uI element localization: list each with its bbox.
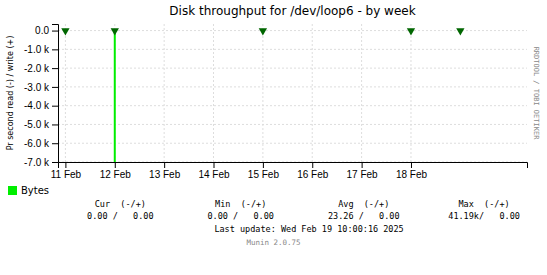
tick: -3.0 k: [24, 82, 58, 93]
tick: -6.0 k: [24, 138, 58, 149]
legend-label: Bytes: [21, 185, 49, 196]
point: [407, 28, 415, 35]
tick-label: -6.0 k: [24, 138, 50, 149]
grid: [58, 24, 527, 162]
grid-line: [213, 24, 214, 162]
tick-label: 18 Feb: [396, 169, 428, 180]
tick: 0.0: [35, 25, 58, 36]
annotation: RRDTOOL / TOBI OETIKER: [532, 47, 540, 141]
annotation: 0.00 / 0.00: [207, 211, 274, 221]
tick-label: 0.0: [35, 25, 49, 36]
tick-mark: [411, 162, 412, 168]
grid-line: [164, 24, 165, 162]
tick: 14 Feb: [198, 162, 230, 180]
grid-line: [58, 86, 527, 87]
annotation: Cur (-/+): [95, 199, 146, 209]
tick-label: 15 Feb: [248, 169, 280, 180]
tick: -4.0 k: [24, 100, 58, 111]
marks: [61, 28, 464, 162]
point: [61, 28, 69, 35]
annotation: Avg (-/+): [338, 199, 389, 209]
grid-line: [58, 49, 527, 50]
legend-swatch: [8, 186, 17, 195]
tick: -5.0 k: [24, 119, 58, 130]
annotation: Min (-/+): [215, 199, 266, 209]
tick-mark: [263, 162, 264, 168]
tick-label: -2.0 k: [24, 63, 50, 74]
grid-line: [312, 24, 313, 162]
tick: 11 Feb: [51, 162, 82, 180]
tick-mark: [312, 162, 313, 168]
tick-label: 11 Feb: [51, 169, 82, 180]
tick-mark: [214, 162, 215, 168]
tick-label: 12 Feb: [100, 169, 132, 180]
tick-mark: [52, 68, 58, 69]
annotation: Max (-/+): [459, 199, 510, 209]
annotation: 23.26 / 0.00: [328, 211, 400, 221]
tick: -1.0 k: [24, 44, 58, 55]
tick-mark: [362, 162, 363, 168]
tick-mark: [52, 87, 58, 88]
tick: 18 Feb: [396, 162, 428, 180]
tick-mark: [52, 143, 58, 144]
point: [111, 28, 119, 35]
tick-mark: [52, 31, 58, 32]
tick-mark: [65, 162, 66, 168]
grid-line: [410, 24, 411, 162]
grid-line: [361, 24, 362, 162]
annotation: Munin 2.0.75: [246, 238, 300, 247]
tick: -2.0 k: [24, 63, 58, 74]
point: [456, 28, 464, 35]
grid-line: [58, 30, 527, 31]
y-axis: 0.0 -1.0 k -2.0 k -3.0 k -4.0 k -5.0 k -6.0 k -…: [24, 25, 59, 168]
annotations: Cur (-/+) 0.00 / 0.00 Min (-/+) 0.00 / 0.00…: [87, 47, 540, 247]
point: [259, 28, 267, 35]
x-axis: 11 Feb 12 Feb 13 Feb 14 Feb 15 Feb 16 Feb 17 F…: [51, 162, 528, 180]
tick-mark: [52, 124, 58, 125]
grid-line: [262, 24, 263, 162]
legend: Bytes: [8, 185, 49, 196]
axis-line: [59, 163, 528, 169]
chart: Disk throughput for /dev/loop6 - by week…: [0, 0, 547, 275]
tick-label: -5.0 k: [24, 119, 50, 130]
grid-line: [65, 24, 66, 162]
tick-mark: [164, 162, 165, 168]
annotation: Last update: Wed Feb 19 10:00:16 2025: [214, 224, 403, 234]
tick: 16 Feb: [297, 162, 329, 180]
tick-label: -3.0 k: [24, 82, 50, 93]
tick-label: -1.0 k: [24, 44, 50, 55]
tick: 13 Feb: [149, 162, 181, 180]
tick: 17 Feb: [347, 162, 379, 180]
tick: 12 Feb: [100, 162, 132, 180]
tick-label: 17 Feb: [347, 169, 379, 180]
grid-line: [114, 24, 115, 162]
tick: 15 Feb: [248, 162, 280, 180]
tick-label: -7.0 k: [24, 157, 50, 168]
tick-mark: [52, 49, 58, 50]
tick-mark: [52, 162, 58, 163]
annotation: 0.00 / 0.00: [87, 211, 154, 221]
grid-line: [58, 105, 527, 106]
grid-line: [58, 143, 527, 144]
plot: 11 Feb 12 Feb 13 Feb 14 Feb 15 Feb 16 Feb 17 F…: [24, 24, 528, 180]
grid-line: [58, 124, 527, 125]
tick-label: 13 Feb: [149, 169, 181, 180]
axis-line: [52, 25, 59, 163]
tick-label: 16 Feb: [297, 169, 329, 180]
tick: -7.0 k: [24, 157, 58, 168]
grid-line: [58, 68, 527, 69]
tick-label: 14 Feb: [198, 169, 230, 180]
annotation: 41.19k/ 0.00: [448, 211, 520, 221]
series-line: [114, 31, 116, 162]
tick-mark: [52, 106, 58, 107]
tick-label: -4.0 k: [24, 100, 50, 111]
y-label: Pr second read (-) / write (+): [6, 36, 15, 151]
title: Disk throughput for /dev/loop6 - by week: [169, 4, 415, 18]
tick-mark: [115, 162, 116, 168]
